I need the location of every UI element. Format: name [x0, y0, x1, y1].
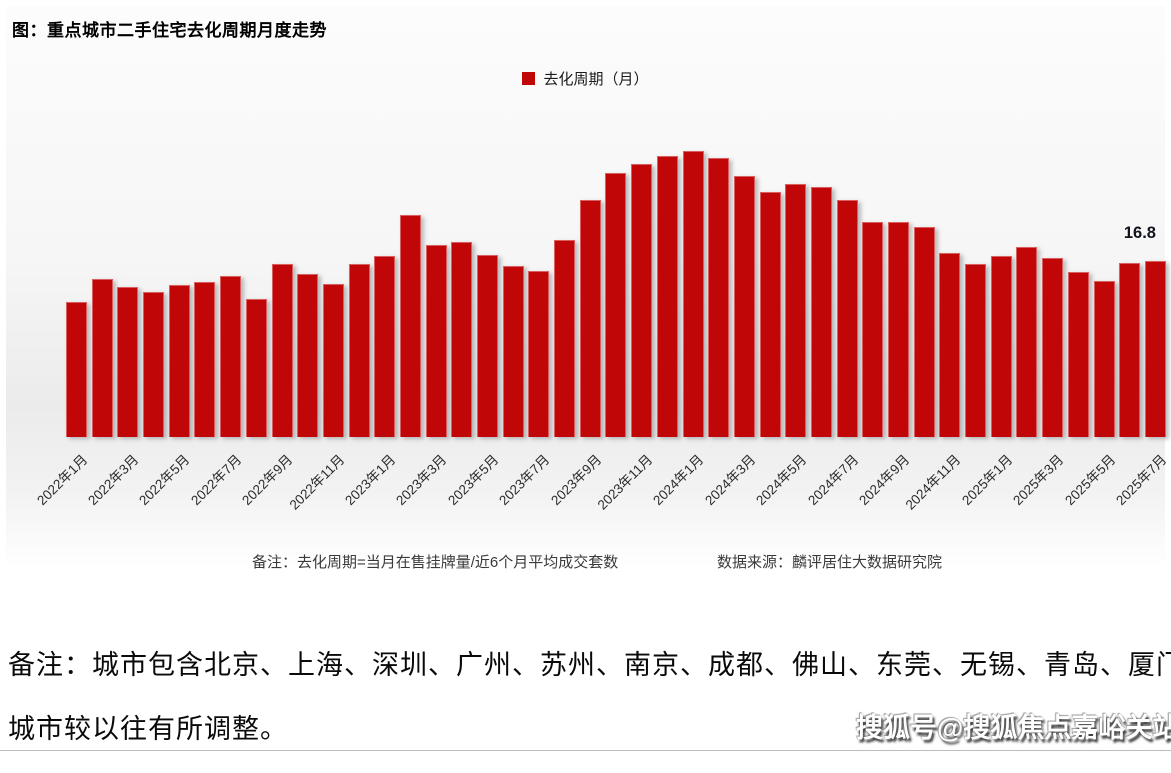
chart-footnote: 备注：去化周期=当月在售挂牌量/近6个月平均成交套数 数据来源：麟评居住大数据研… — [6, 551, 1165, 571]
x-axis-labels: 2022年1月 2022年3月 2022年5月 2022年7月 2022年9月 2022年… — [6, 437, 1170, 537]
bar — [194, 282, 216, 437]
bar — [682, 151, 704, 437]
bar — [1093, 281, 1115, 437]
footnote-definition: 备注：去化周期=当月在售挂牌量/近6个月平均成交套数 — [252, 554, 619, 571]
bar — [1016, 247, 1038, 437]
bar — [759, 192, 781, 437]
bar — [348, 264, 370, 437]
bar — [451, 242, 473, 437]
bar — [297, 274, 319, 437]
bar — [733, 176, 755, 437]
bar — [605, 173, 627, 437]
bar — [990, 256, 1012, 437]
page-note-line2: 城市较以往有所调整。 — [8, 714, 288, 744]
bar — [939, 253, 961, 437]
bar — [322, 284, 344, 437]
bar — [1144, 261, 1166, 437]
chart-legend: 去化周期（月） — [6, 68, 1165, 89]
bar — [1119, 263, 1141, 437]
bar — [91, 279, 113, 437]
bar — [168, 285, 190, 437]
last-bar-value-label: 16.8 — [1123, 224, 1156, 242]
bar — [631, 164, 653, 437]
bar — [913, 227, 935, 437]
bar — [477, 255, 498, 437]
bar — [579, 200, 601, 437]
bar — [554, 240, 576, 437]
page-note: 备注：城市包含北京、上海、深圳、广州、苏州、南京、成都、佛山、东莞、无锡、青岛、… — [8, 645, 1171, 773]
bar — [1067, 272, 1089, 437]
bar — [708, 158, 730, 437]
chart-title: 图：重点城市二手住宅去化周期月度走势 — [12, 21, 327, 40]
bottom-divider — [0, 750, 1171, 751]
bar — [374, 256, 396, 437]
bar — [1042, 258, 1064, 437]
bar — [143, 292, 165, 437]
bar — [66, 302, 87, 437]
bar — [836, 200, 858, 437]
bar — [399, 215, 421, 437]
bar — [965, 264, 987, 437]
bar — [862, 222, 884, 437]
bar-series — [66, 6, 1166, 437]
bar — [425, 245, 447, 437]
legend-label: 去化周期（月） — [543, 71, 649, 88]
bar — [271, 264, 293, 437]
footnote-source: 数据来源：麟评居住大数据研究院 — [717, 554, 943, 571]
bar — [656, 156, 678, 437]
bar — [528, 271, 550, 437]
bar — [245, 299, 267, 437]
chart-panel: 图：重点城市二手住宅去化周期月度走势 去化周期（月） 16.8 2022年1月 2… — [6, 6, 1170, 571]
legend-swatch-icon — [522, 72, 536, 85]
bar — [888, 222, 909, 437]
bar — [220, 276, 242, 437]
watermark: 搜狐号@搜狐焦点嘉峪关站 — [856, 713, 1171, 743]
page-note-line1: 备注：城市包含北京、上海、深圳、广州、苏州、南京、成都、佛山、东莞、无锡、青岛、… — [8, 650, 1171, 680]
bar — [785, 184, 807, 437]
bar — [810, 187, 832, 437]
bar — [502, 266, 524, 437]
bar — [117, 287, 139, 437]
